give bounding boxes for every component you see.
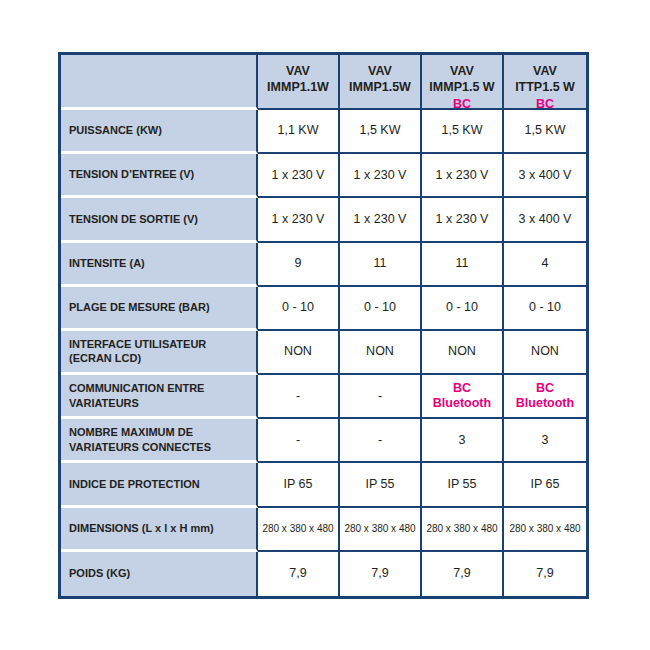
product-name: VAV IMMP1.5 W BC — [429, 63, 494, 112]
value-cell: NON — [504, 331, 586, 375]
value-cell: 3 — [422, 419, 504, 463]
value-cell: 7,9 — [422, 552, 504, 596]
value-cell: 1,5 KW — [422, 110, 504, 154]
row-label: INDICE DE PROTECTION — [61, 463, 258, 507]
value-cell: 7,9 — [504, 552, 586, 596]
value-cell: 1 x 230 V — [258, 154, 340, 198]
value-cell: NON — [340, 331, 422, 375]
value-cell: - — [258, 375, 340, 419]
value-cell: 0 - 10 — [422, 287, 504, 331]
value-cell: 280 x 380 x 480 — [422, 508, 504, 552]
value-cell: BC Bluetooth — [422, 375, 504, 419]
value-cell: BC Bluetooth — [504, 375, 586, 419]
bc-badge: BC — [536, 97, 554, 111]
value-cell: 0 - 10 — [340, 287, 422, 331]
value-cell: IP 55 — [340, 463, 422, 507]
column-header: VAV IMMP1.1W — [258, 55, 340, 110]
bc-badge: BC — [453, 97, 471, 111]
value-cell: - — [258, 419, 340, 463]
value-cell: - — [340, 375, 422, 419]
row-label: PUISSANCE (KW) — [61, 110, 258, 154]
value-cell: 7,9 — [340, 552, 422, 596]
value-cell: NON — [258, 331, 340, 375]
value-cell: 280 x 380 x 480 — [340, 508, 422, 552]
value-cell: 1 x 230 V — [422, 154, 504, 198]
row-label: DIMENSIONS (L x l x H mm) — [61, 508, 258, 552]
row-label: POIDS (KG) — [61, 552, 258, 596]
value-cell: - — [340, 419, 422, 463]
value-cell: 1 x 230 V — [340, 154, 422, 198]
value-cell: 4 — [504, 243, 586, 287]
value-cell: 11 — [422, 243, 504, 287]
row-label: TENSION D’ENTREE (V) — [61, 154, 258, 198]
value-cell: IP 65 — [504, 463, 586, 507]
product-name: VAV IMMP1.1W — [267, 63, 329, 96]
value-cell: 1,1 KW — [258, 110, 340, 154]
row-label: COMMUNICATION ENTRE VARIATEURS — [61, 375, 258, 419]
value-cell: 280 x 380 x 480 — [504, 508, 586, 552]
value-cell: 0 - 10 — [504, 287, 586, 331]
row-label: NOMBRE MAXIMUM DE VARIATEURS CONNECTES — [61, 419, 258, 463]
value-cell: 280 x 380 x 480 — [258, 508, 340, 552]
column-header: VAV IMMP1.5W — [340, 55, 422, 110]
column-header: VAV IMMP1.5 W BC — [422, 55, 504, 110]
row-label: PLAGE DE MESURE (BAR) — [61, 287, 258, 331]
value-cell: 7,9 — [258, 552, 340, 596]
value-cell: IP 55 — [422, 463, 504, 507]
product-name: VAV ITTP1.5 W BC — [515, 63, 575, 112]
row-label: INTERFACE UTILISATEUR (ECRAN LCD) — [61, 331, 258, 375]
product-name: VAV IMMP1.5W — [349, 63, 411, 96]
corner-cell — [61, 55, 258, 110]
value-cell: 3 x 400 V — [504, 198, 586, 242]
value-cell: 1 x 230 V — [340, 198, 422, 242]
value-cell: 11 — [340, 243, 422, 287]
value-cell: 0 - 10 — [258, 287, 340, 331]
value-cell: NON — [422, 331, 504, 375]
value-cell: 1 x 230 V — [422, 198, 504, 242]
row-label: TENSION DE SORTIE (V) — [61, 198, 258, 242]
product-spec-table: VAV IMMP1.1W VAV IMMP1.5W VAV IMMP1.5 W BC… — [58, 52, 589, 599]
value-cell: 1 x 230 V — [258, 198, 340, 242]
value-cell: 3 — [504, 419, 586, 463]
value-cell: IP 65 — [258, 463, 340, 507]
value-cell: 1,5 KW — [340, 110, 422, 154]
column-header: VAV ITTP1.5 W BC — [504, 55, 586, 110]
value-cell: 9 — [258, 243, 340, 287]
value-cell: 3 x 400 V — [504, 154, 586, 198]
value-cell: 1,5 KW — [504, 110, 586, 154]
row-label: INTENSITE (A) — [61, 243, 258, 287]
